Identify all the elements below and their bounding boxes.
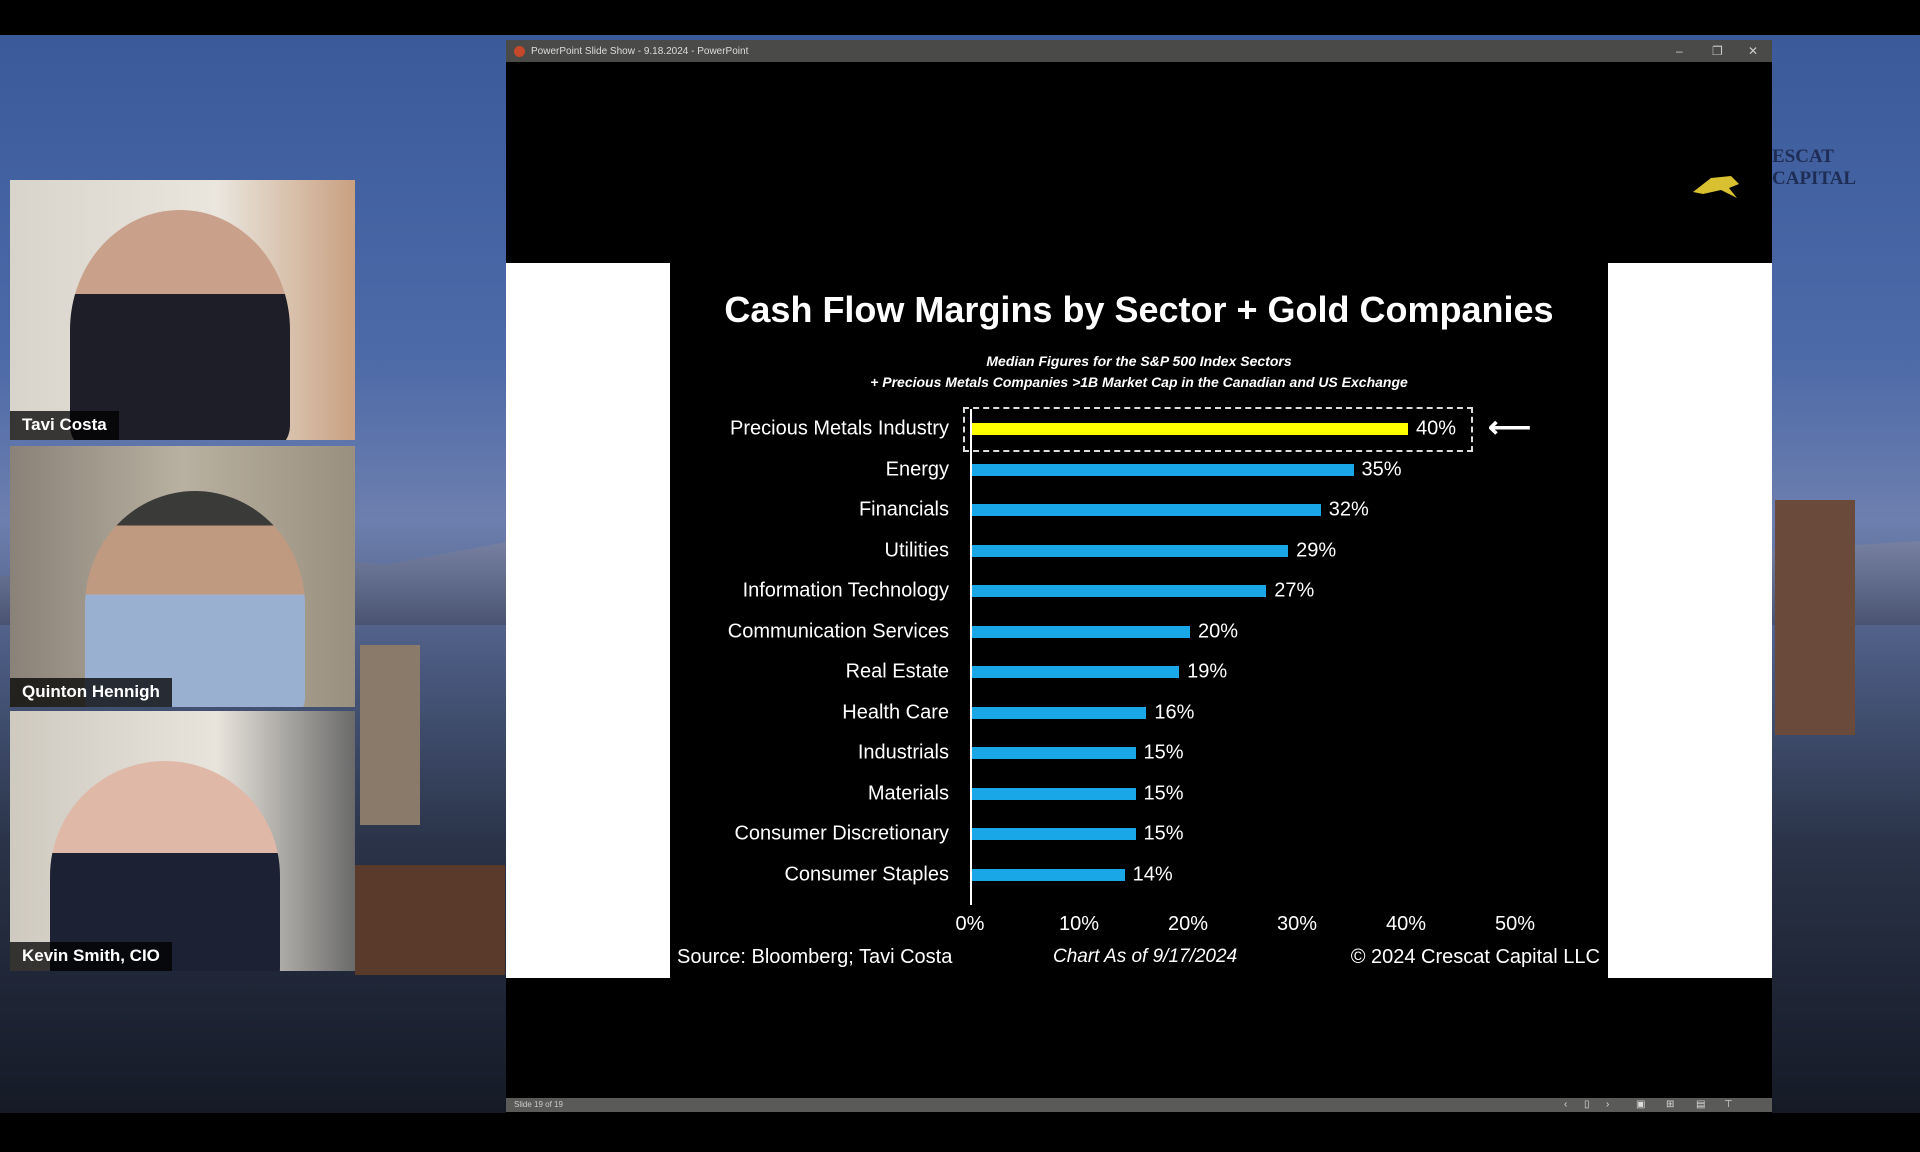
value-label: 15% xyxy=(1143,822,1184,845)
crescat-logo-icon xyxy=(1691,172,1741,202)
value-label: 40% xyxy=(1416,417,1457,440)
highlight-box xyxy=(963,407,1473,452)
next-icon[interactable]: › xyxy=(1606,1099,1610,1110)
value-label: 16% xyxy=(1154,701,1195,723)
building xyxy=(360,645,420,825)
x-tick-label: 40% xyxy=(1385,913,1427,935)
bar xyxy=(972,463,1354,476)
chart-title: Cash Flow Margins by Sector + Gold Compa… xyxy=(724,289,1554,330)
slide-menu-icon[interactable]: ▯ xyxy=(1584,1099,1590,1110)
value-label: 14% xyxy=(1132,863,1173,885)
copyright: © 2024 Crescat Capital LLC xyxy=(1350,946,1600,968)
date-note: Chart As of 9/17/2024 xyxy=(1053,946,1238,967)
reading-view-icon[interactable]: ▤ xyxy=(1696,1099,1706,1110)
category-label: Industrials xyxy=(857,741,949,764)
value-label: 19% xyxy=(1187,660,1228,683)
category-label: Financials xyxy=(858,498,949,521)
x-tick-label: 20% xyxy=(1167,913,1209,935)
category-label: Health Care xyxy=(842,701,949,723)
title-bar: PowerPoint Slide Show - 9.18.2024 - Powe… xyxy=(506,40,1772,62)
close-icon[interactable]: ✕ xyxy=(1748,44,1759,58)
video-tile-quinton[interactable]: Quinton Hennigh xyxy=(10,446,355,707)
y-axis-line xyxy=(970,409,972,905)
category-label: Materials xyxy=(867,782,949,804)
video-tile-kevin[interactable]: Kevin Smith, CIO xyxy=(10,711,355,971)
category-label: Information Technology xyxy=(742,579,949,602)
bar xyxy=(972,423,1408,435)
building xyxy=(355,865,505,975)
value-label: 29% xyxy=(1296,539,1337,561)
category-label: Utilities xyxy=(884,539,949,561)
slide: Cash Flow Margins by Sector + Gold Compa… xyxy=(506,62,1772,1098)
value-label: 32% xyxy=(1328,498,1369,521)
category-label: Consumer Discretionary xyxy=(734,822,949,845)
value-label: 27% xyxy=(1274,579,1315,602)
x-tick-label: 30% xyxy=(1276,913,1318,935)
value-label: 35% xyxy=(1361,458,1402,480)
category-label: Communication Services xyxy=(727,620,949,642)
bar xyxy=(972,666,1180,678)
normal-view-icon[interactable]: ▣ xyxy=(1636,1099,1646,1110)
value-label: 15% xyxy=(1143,782,1184,804)
bar xyxy=(972,787,1136,800)
x-tick-label: 0% xyxy=(955,913,985,935)
bar xyxy=(972,868,1125,881)
bar xyxy=(972,625,1190,638)
building xyxy=(1775,500,1855,735)
restore-icon[interactable]: ❐ xyxy=(1712,44,1723,58)
slide-panel-left xyxy=(506,263,670,978)
previous-icon[interactable]: ‹ xyxy=(1564,1099,1568,1110)
status-bar: Slide 19 of 19 ‹ ▯ › ▣ ⊞ ▤ ⊤ xyxy=(506,1098,1772,1112)
chart-subtitle: Median Figures for the S&P 500 Index Sec… xyxy=(986,353,1292,369)
category-label: Consumer Staples xyxy=(784,863,949,885)
value-label: 20% xyxy=(1198,620,1239,642)
x-tick-label: 50% xyxy=(1494,913,1536,935)
powerpoint-window: PowerPoint Slide Show - 9.18.2024 - Powe… xyxy=(506,40,1772,1113)
bar xyxy=(972,706,1147,719)
bar xyxy=(972,544,1289,557)
category-label: Energy xyxy=(885,458,949,480)
bar xyxy=(972,828,1136,840)
category-label: Real Estate xyxy=(845,660,949,683)
bar xyxy=(972,747,1136,759)
left-arrow-icon: ⟵ xyxy=(1488,411,1532,444)
participant-name: Tavi Costa xyxy=(10,411,119,440)
participant-name: Kevin Smith, CIO xyxy=(10,942,172,971)
chart-subtitle: + Precious Metals Companies >1B Market C… xyxy=(870,374,1408,390)
slide-sorter-icon[interactable]: ⊞ xyxy=(1666,1099,1675,1110)
x-tick-label: 10% xyxy=(1058,913,1100,935)
video-tile-tavi[interactable]: Tavi Costa xyxy=(10,180,355,440)
slide-counter: Slide 19 of 19 xyxy=(514,1100,563,1109)
value-label: 15% xyxy=(1143,741,1184,764)
bar xyxy=(972,504,1321,516)
participant-name: Quinton Hennigh xyxy=(10,678,172,707)
bar-chart: Cash Flow Margins by Sector + Gold Compa… xyxy=(670,263,1608,978)
slide-panel-right xyxy=(1608,263,1772,978)
category-label: Precious Metals Industry xyxy=(730,417,949,440)
powerpoint-icon xyxy=(514,45,525,57)
source-note: Source: Bloomberg; Tavi Costa xyxy=(677,946,953,968)
logo-text: ESCAT CAPITAL xyxy=(1772,146,1857,189)
slideshow-icon[interactable]: ⊤ xyxy=(1724,1099,1733,1110)
bar xyxy=(972,585,1267,597)
window-title: PowerPoint Slide Show - 9.18.2024 - Powe… xyxy=(531,45,749,57)
minimize-icon[interactable]: – xyxy=(1676,44,1683,58)
